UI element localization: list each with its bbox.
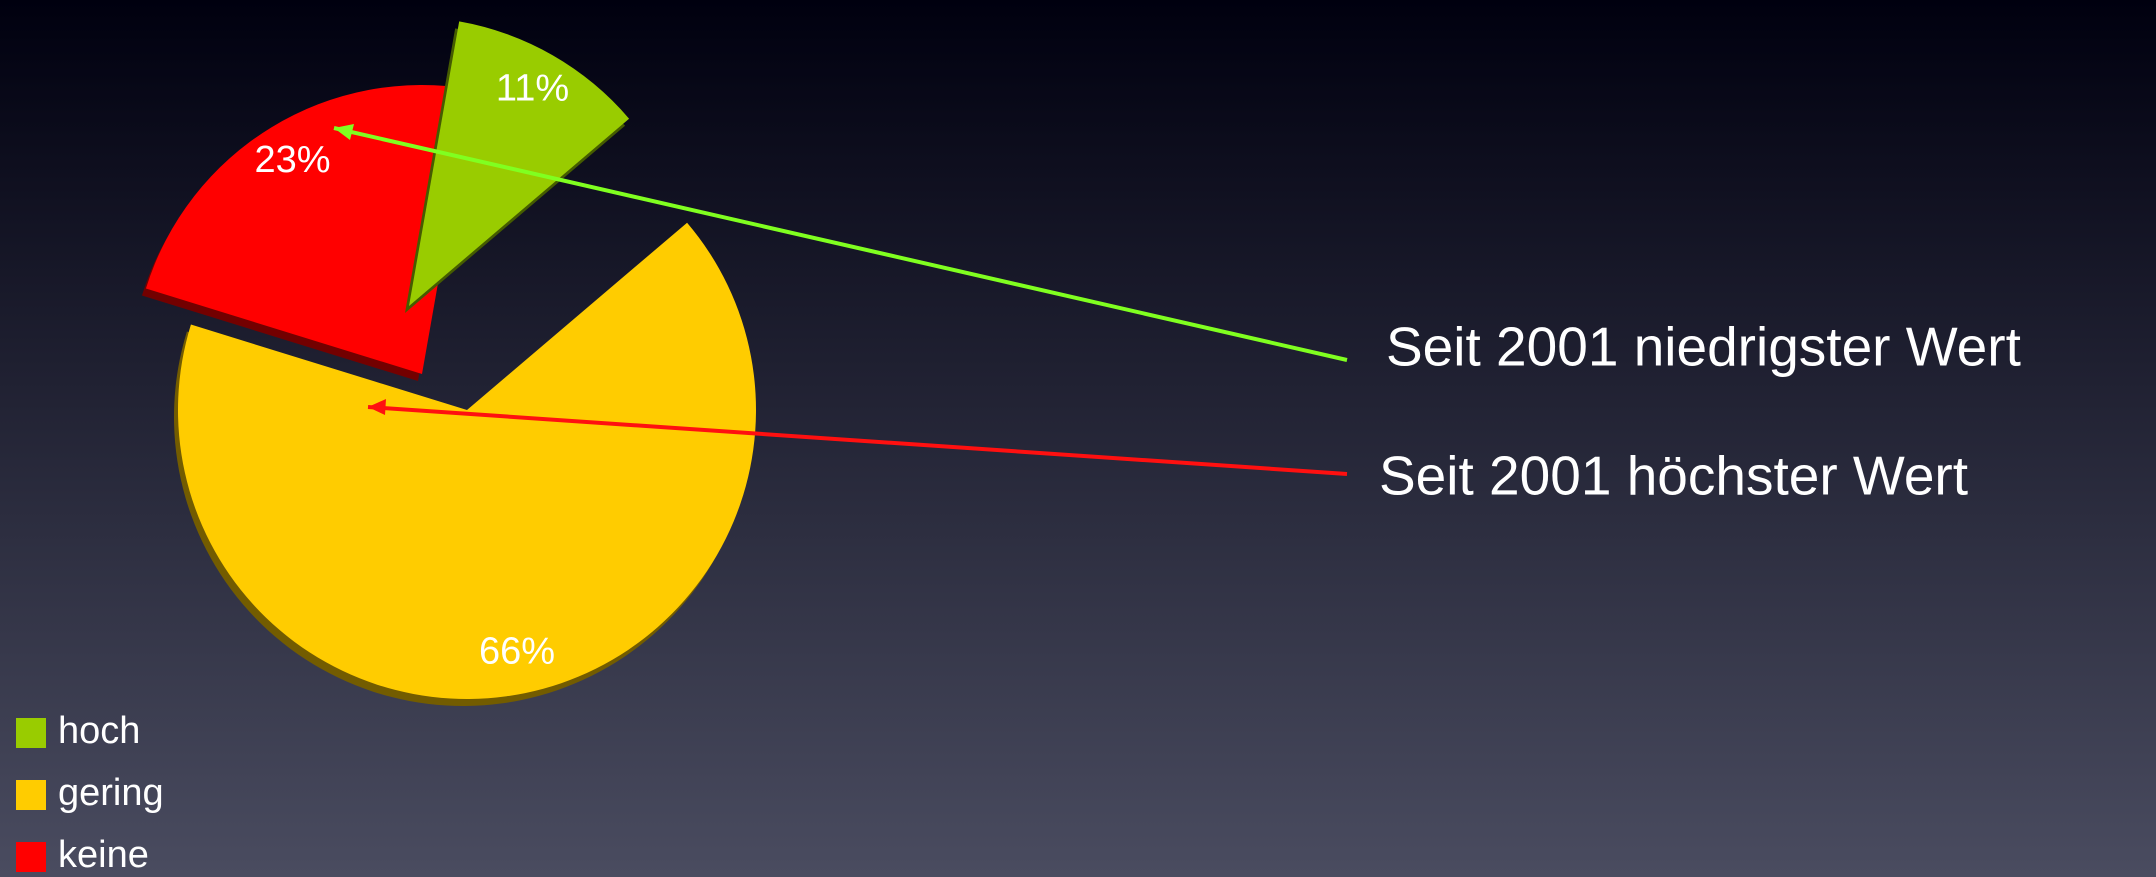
arrowhead-high [368,399,386,415]
arrow-low [333,126,1348,362]
slice-label: 66% [479,630,555,672]
pie: 66% 23% 11% [141,21,756,707]
arrowhead-low [334,124,354,140]
legend-label: hoch [58,710,140,752]
annotation: Seit 2001 niedrigster Wert [1386,316,2021,378]
legend-label: gering [58,772,164,814]
annotation: Seit 2001 höchster Wert [1379,445,1968,507]
slice [178,222,756,699]
legend-swatch [16,780,46,810]
legend: hoch gering keine [16,710,164,876]
slice-label: 23% [254,139,330,181]
arrow-high [367,405,1348,476]
legend-swatch [16,842,46,872]
slice-label: 11% [496,67,569,109]
legend-swatch [16,718,46,748]
legend-label: keine [58,834,149,876]
slice [409,21,630,306]
slice [145,85,473,374]
